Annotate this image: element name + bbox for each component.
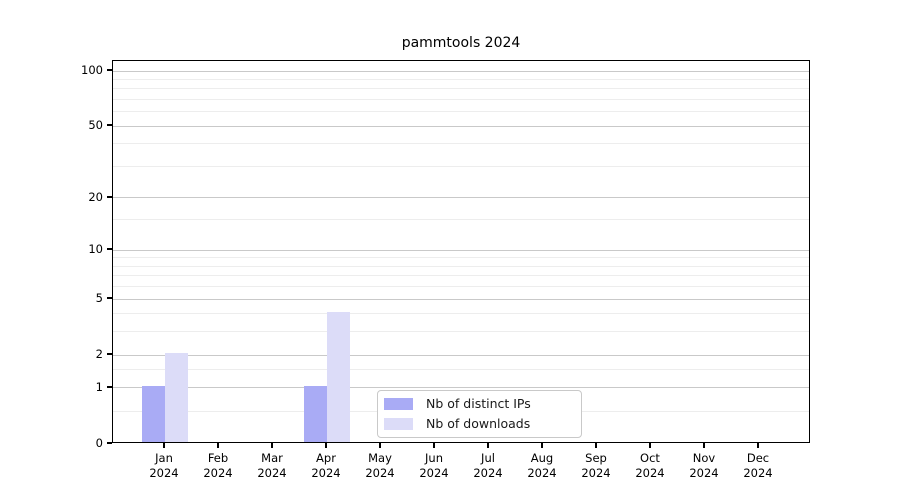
x-tick-oct <box>649 443 651 448</box>
legend-label-downloads: Nb of downloads <box>426 416 531 431</box>
gridline-1 <box>113 387 809 389</box>
x-tick-sep <box>595 443 597 448</box>
x-tick-label-nov: Nov 2024 <box>676 451 732 481</box>
gridline-minor-3 <box>113 331 809 333</box>
y-tick-label-50: 50 <box>88 118 103 133</box>
plot-area <box>112 60 810 443</box>
gridline-20 <box>113 197 809 199</box>
y-tick-1 <box>107 386 112 388</box>
gridline-10 <box>113 249 809 251</box>
bar-nb-of-downloads-jan <box>165 353 188 442</box>
x-tick-year-oct: 2024 <box>635 466 665 480</box>
x-tick-label-apr: Apr 2024 <box>298 451 354 481</box>
x-tick-label-sep: Sep 2024 <box>568 451 624 481</box>
x-tick-year-aug: 2024 <box>527 466 557 480</box>
y-tick-0 <box>107 442 112 444</box>
bar-nb-of-distinct-ips-jan <box>142 385 165 442</box>
x-tick-year-dec: 2024 <box>743 466 773 480</box>
x-tick-jul <box>487 443 489 448</box>
x-tick-mar <box>271 443 273 448</box>
x-tick-year-apr: 2024 <box>311 466 341 480</box>
gridline-minor-60 <box>113 111 809 113</box>
y-tick-label-0: 0 <box>95 436 103 450</box>
chart-title: pammtools 2024 <box>401 35 521 51</box>
y-tick-label-10: 10 <box>88 242 103 257</box>
x-tick-year-nov: 2024 <box>689 466 719 480</box>
x-tick-year-sep: 2024 <box>581 466 611 480</box>
x-tick-aug <box>541 443 543 448</box>
y-tick-20 <box>107 196 112 198</box>
y-tick-label-20: 20 <box>88 189 103 204</box>
gridline-5 <box>113 298 809 300</box>
x-tick-year-jul: 2024 <box>473 466 503 480</box>
legend-item-downloads: Nb of downloads <box>384 416 573 432</box>
gridline-minor-90 <box>113 78 809 80</box>
bar-nb-of-distinct-ips-apr <box>304 385 327 442</box>
y-tick-label-100: 100 <box>81 63 103 77</box>
gridline-minor-80 <box>113 88 809 90</box>
gridline-50 <box>113 125 809 127</box>
x-tick-jan <box>163 443 165 448</box>
gridline-minor-6 <box>113 286 809 288</box>
gridline-2 <box>113 354 809 356</box>
gridline-minor-9 <box>113 257 809 259</box>
x-tick-label-feb: Feb 2024 <box>190 451 246 481</box>
y-tick-2 <box>107 353 112 355</box>
x-tick-year-feb: 2024 <box>203 466 233 480</box>
x-tick-label-jun: Jun 2024 <box>406 451 462 481</box>
x-tick-may <box>379 443 381 448</box>
x-tick-year-jun: 2024 <box>419 466 449 480</box>
y-tick-10 <box>107 248 112 250</box>
gridline-minor-30 <box>113 165 809 167</box>
x-tick-apr <box>325 443 327 448</box>
legend-item-distinct-ips: Nb of distinct IPs <box>384 396 573 412</box>
x-tick-label-oct: Oct 2024 <box>622 451 678 481</box>
x-tick-dec <box>757 443 759 448</box>
x-tick-label-jul: Jul 2024 <box>460 451 516 481</box>
gridline-minor-8 <box>113 265 809 267</box>
x-tick-label-aug: Aug 2024 <box>514 451 570 481</box>
x-tick-label-may: May 2024 <box>352 451 408 481</box>
legend-label-distinct-ips: Nb of distinct IPs <box>426 396 531 411</box>
x-tick-year-mar: 2024 <box>257 466 287 480</box>
gridline-minor-15 <box>113 219 809 221</box>
x-tick-year-jan: 2024 <box>149 466 179 480</box>
x-tick-label-mar: Mar 2024 <box>244 451 300 481</box>
gridline-minor-1.5 <box>113 369 809 371</box>
y-tick-50 <box>107 124 112 126</box>
gridline-minor-40 <box>113 143 809 145</box>
y-tick-label-2: 2 <box>95 347 103 362</box>
x-tick-label-jan: Jan 2024 <box>136 451 192 481</box>
gridline-minor-4 <box>113 313 809 315</box>
y-tick-label-5: 5 <box>95 291 103 306</box>
y-tick-100 <box>107 69 112 71</box>
y-tick-5 <box>107 297 112 299</box>
gridline-100 <box>113 70 809 72</box>
y-tick-label-1: 1 <box>95 379 103 394</box>
x-tick-nov <box>703 443 705 448</box>
x-tick-feb <box>217 443 219 448</box>
bar-nb-of-downloads-apr <box>327 311 350 442</box>
x-tick-jun <box>433 443 435 448</box>
legend-swatch-downloads <box>384 418 413 430</box>
gridline-minor-70 <box>113 98 809 100</box>
gridline-minor-7 <box>113 275 809 277</box>
x-tick-year-may: 2024 <box>365 466 395 480</box>
x-tick-label-dec: Dec 2024 <box>730 451 786 481</box>
legend-swatch-distinct-ips <box>384 398 413 410</box>
legend: Nb of distinct IPs Nb of downloads <box>377 390 582 438</box>
